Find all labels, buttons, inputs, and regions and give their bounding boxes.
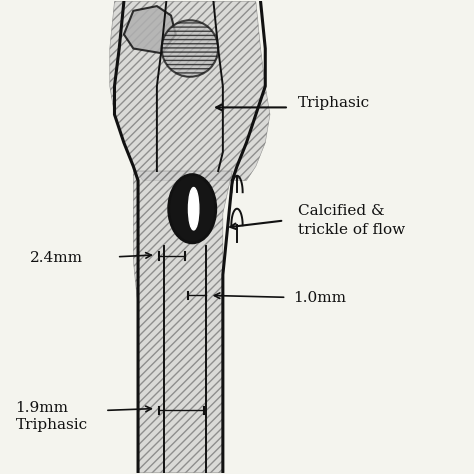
Text: Triphasic: Triphasic (16, 419, 88, 432)
Text: trickle of flow: trickle of flow (298, 223, 405, 237)
Text: Calcified &: Calcified & (298, 204, 385, 218)
Text: 2.4mm: 2.4mm (30, 251, 82, 265)
Ellipse shape (162, 20, 218, 77)
Text: 1.0mm: 1.0mm (293, 291, 346, 305)
Ellipse shape (169, 174, 216, 243)
Text: 1.9mm: 1.9mm (16, 401, 69, 415)
Text: Triphasic: Triphasic (298, 96, 370, 109)
Ellipse shape (189, 188, 199, 230)
Polygon shape (110, 1, 270, 181)
Polygon shape (124, 6, 176, 53)
Polygon shape (133, 171, 232, 473)
